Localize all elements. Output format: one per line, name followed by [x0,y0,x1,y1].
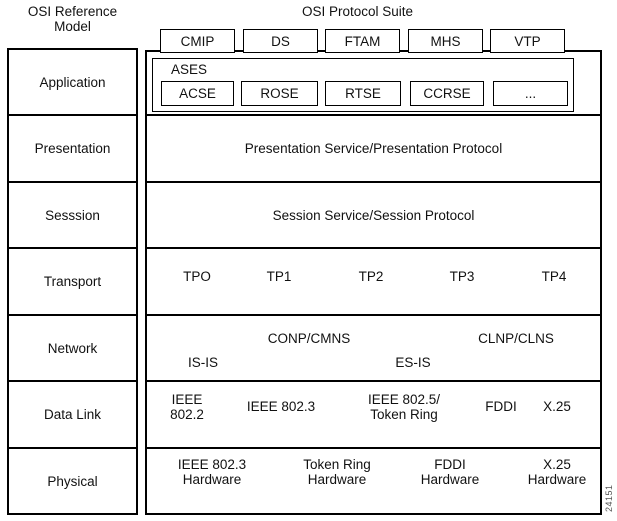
suite-physical-box: IEEE 802.3 Hardware Token Ring Hardware … [145,447,602,515]
suite-transport-box: TPO TP1 TP2 TP3 TP4 [145,247,602,316]
protocol-clnp-clns: CLNP/CLNS [478,331,554,346]
protocol-box-ds: DS [243,29,318,53]
protocol-tp1: TP1 [266,269,292,284]
protocol-tpo: TPO [183,269,211,284]
model-layer-presentation: Presentation [7,114,138,183]
protocol-box-cmip: CMIP [160,29,235,53]
suite-title: OSI Protocol Suite [301,4,414,19]
protocol-ieee-802-5: IEEE 802.5/ Token Ring [367,392,441,422]
model-layer-datalink: Data Link [7,380,138,449]
protocol-box-vtp: VTP [490,29,565,53]
hardware-token-ring: Token Ring Hardware [303,457,371,487]
protocol-conp-cmns: CONP/CMNS [267,331,351,346]
hardware-x25: X.25 Hardware [527,457,587,487]
ases-box: ASES ACSE ROSE RTSE CCRSE ... [152,58,574,112]
protocol-fddi: FDDI [485,399,517,414]
ases-label: ASES [171,62,208,77]
protocol-box-ellipsis: ... [493,81,568,106]
protocol-es-is: ES-IS [395,355,431,370]
model-layer-transport: Transport [7,247,138,316]
protocol-is-is: IS-IS [187,355,219,370]
protocol-tp3: TP3 [449,269,475,284]
suite-session-box: Session Service/Session Protocol [145,181,602,249]
protocol-tp2: TP2 [358,269,384,284]
hardware-ieee-802-3: IEEE 802.3 Hardware [177,457,247,487]
protocol-box-rtse: RTSE [325,81,401,106]
protocol-box-rose: ROSE [241,81,318,106]
protocol-box-mhs: MHS [408,29,483,53]
protocol-box-ccrse: CCRSE [410,81,484,106]
suite-presentation-box: Presentation Service/Presentation Protoc… [145,114,602,183]
figure-number: 24151 [604,484,614,512]
hardware-fddi: FDDI Hardware [420,457,480,487]
model-layer-application: Application [7,48,138,116]
protocol-ieee-802-2: IEEE 802.2 [170,392,204,422]
model-layer-session: Sesssion [7,181,138,249]
protocol-x25: X.25 [543,399,571,414]
model-layer-physical: Physical [7,447,138,515]
protocol-tp4: TP4 [541,269,567,284]
protocol-ieee-802-3: IEEE 802.3 [246,399,316,414]
suite-datalink-box: IEEE 802.2 IEEE 802.3 IEEE 802.5/ Token … [145,380,602,449]
protocol-box-acse: ACSE [161,81,234,106]
model-layer-network: Network [7,314,138,382]
suite-network-box: CONP/CMNS CLNP/CLNS IS-IS ES-IS [145,314,602,382]
model-title: OSI Reference Model [27,4,118,34]
protocol-box-ftam: FTAM [325,29,400,53]
